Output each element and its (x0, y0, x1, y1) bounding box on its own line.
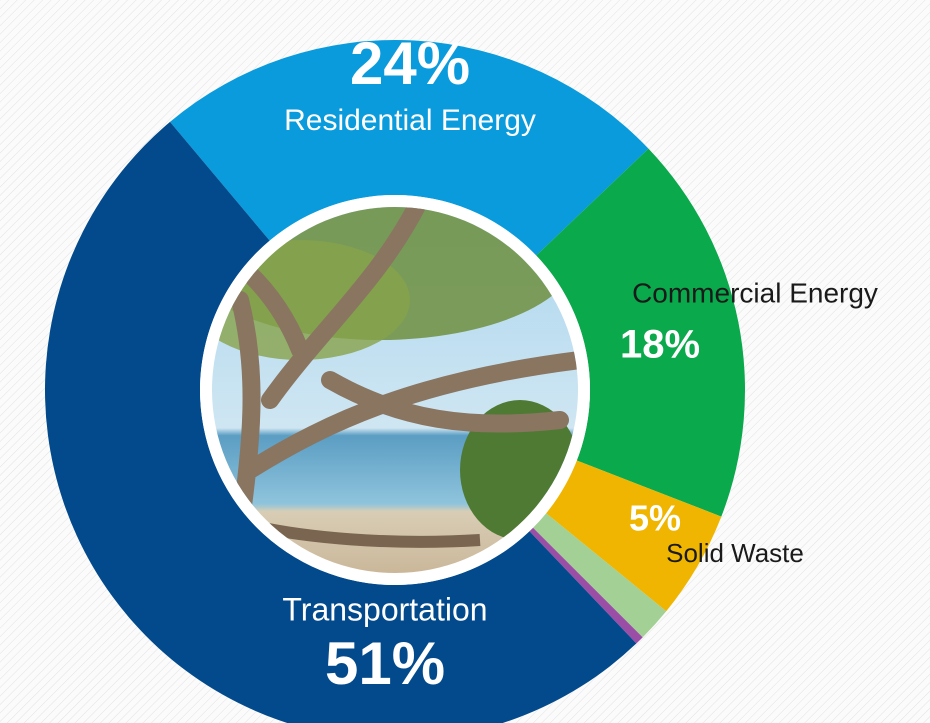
slice-label: Solid Waste (666, 538, 804, 568)
value-label: 24% (350, 30, 470, 97)
value-label: 5% (629, 498, 681, 539)
slice-label: Commercial Energy (632, 277, 878, 308)
slice-label: Residential Energy (284, 104, 536, 137)
value-label: 51% (325, 630, 445, 697)
slice-label: Transportation (282, 591, 487, 627)
value-label: 18% (620, 323, 700, 367)
chart: Residential Energy 24% Commercial Energy 18… (0, 0, 930, 723)
